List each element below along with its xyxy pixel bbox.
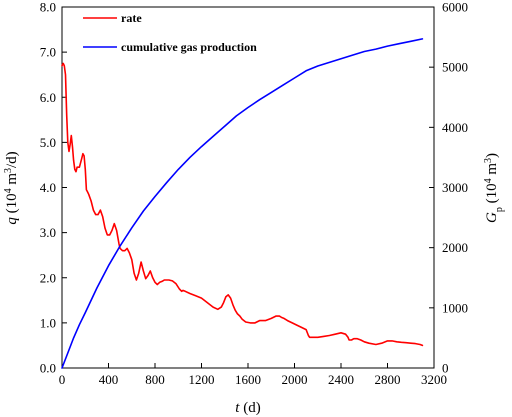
left-axis-unit-sup2: 3 — [3, 168, 14, 173]
x-tick-label: 2000 — [282, 372, 308, 387]
right-tick-label: 6000 — [442, 0, 468, 15]
right-tick-label: 0 — [442, 361, 449, 376]
right-axis-unit-sup2: 3 — [483, 158, 494, 163]
x-tick-label: 1200 — [189, 372, 215, 387]
right-axis-unit-b: m — [484, 163, 500, 179]
x-tick-label: 2800 — [375, 372, 401, 387]
right-tick-label: 2000 — [442, 240, 468, 255]
right-axis-var: G — [484, 212, 500, 223]
left-tick-label: 2.0 — [40, 270, 56, 285]
left-tick-label: 3.0 — [40, 225, 56, 240]
x-tick-label: 400 — [99, 372, 119, 387]
legend-label-cumulative: cumulative gas production — [121, 40, 257, 54]
right-tick-label: 1000 — [442, 300, 468, 315]
right-axis-ticks: 0 1000 2000 3000 4000 5000 6000 — [429, 0, 468, 376]
right-axis-unit-c: ) — [484, 153, 500, 158]
right-tick-label: 5000 — [442, 60, 468, 75]
x-tick-label: 0 — [59, 372, 66, 387]
right-axis-unit-sup: 4 — [483, 178, 494, 183]
x-axis-unit: (d) — [239, 400, 260, 416]
left-axis-ticks: 0.0 1.0 2.0 3.0 4.0 5.0 6.0 7.0 8.0 — [40, 0, 67, 376]
x-axis-ticks: 0 400 800 1200 1600 2000 2400 2800 3200 — [59, 363, 447, 387]
plot-frame — [61, 6, 435, 369]
x-axis-var: t — [235, 400, 240, 416]
right-axis-unit-a: (10 — [484, 183, 500, 207]
cumulative-production-line — [61, 38, 424, 369]
x-tick-label: 2400 — [328, 372, 354, 387]
right-axis-title: Gp (104 m3) — [483, 153, 505, 223]
x-axis-title: t (d) — [235, 400, 260, 416]
left-axis-var: q — [4, 217, 20, 225]
rate-line — [61, 62, 424, 347]
left-tick-label: 7.0 — [40, 45, 56, 60]
left-tick-label: 1.0 — [40, 315, 56, 330]
left-tick-label: 4.0 — [40, 180, 56, 195]
series-layer — [61, 38, 424, 369]
x-tick-label: 3200 — [421, 372, 447, 387]
left-axis-title: q (104 m3/d) — [3, 151, 21, 224]
left-tick-label: 8.0 — [40, 0, 56, 15]
x-tick-label: 1600 — [235, 372, 261, 387]
left-axis-unit-a: (10 — [4, 193, 20, 217]
x-tick-label: 800 — [145, 372, 165, 387]
legend-label-rate: rate — [121, 11, 142, 25]
legend: rate cumulative gas production — [83, 11, 257, 54]
left-tick-label: 0.0 — [40, 361, 56, 376]
right-tick-label: 4000 — [442, 120, 468, 135]
right-axis-sub: p — [494, 207, 505, 212]
left-axis-unit-b: m — [4, 173, 20, 189]
left-tick-label: 6.0 — [40, 90, 56, 105]
left-axis-unit-sup: 4 — [3, 188, 14, 193]
left-tick-label: 5.0 — [40, 135, 56, 150]
left-axis-unit-c: /d) — [4, 151, 20, 168]
right-tick-label: 3000 — [442, 180, 468, 195]
